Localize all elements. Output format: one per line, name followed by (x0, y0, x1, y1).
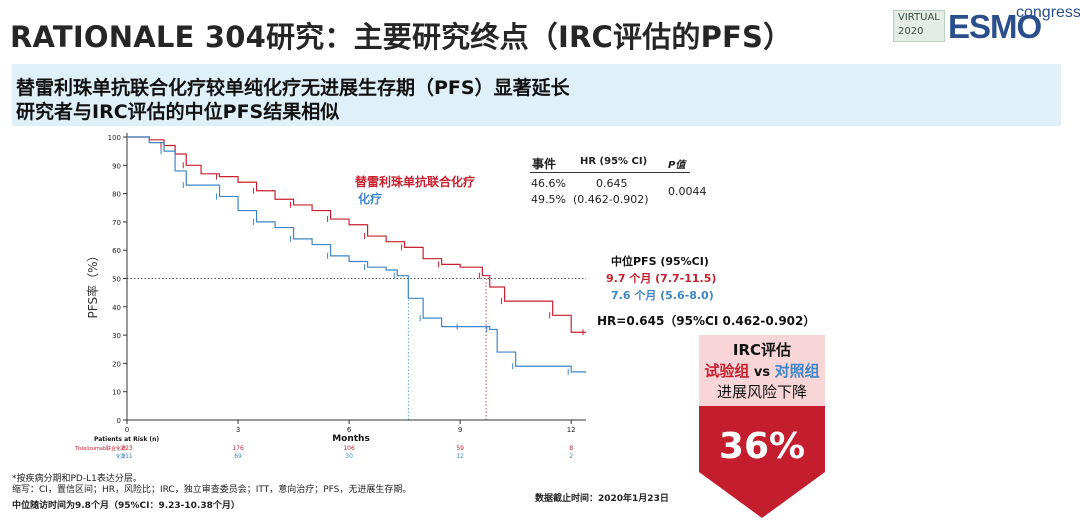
x-tick-label: 12 (567, 426, 576, 434)
irc-comparison: 试验组 vs 对照组 (699, 360, 825, 381)
y-tick-label: 60 (112, 247, 121, 255)
chart-curves (127, 136, 586, 375)
median-pfs-treatment: 9.7 个月 (7.7-11.5) (606, 272, 717, 285)
at-risk-value: 176 (232, 445, 244, 452)
followup-note: 中位随访时间为9.8个月（95%CI：9.23-10.38个月） (12, 501, 240, 511)
y-tick-label: 10 (112, 389, 121, 397)
irc-exp-group: 试验组 (704, 362, 750, 380)
x-tick-label: 0 (125, 426, 129, 434)
irc-ctrl-group: 对照组 (774, 362, 820, 380)
stats-ci: (0.462-0.902) (573, 193, 649, 206)
stats-hr: 0.645 (596, 177, 628, 190)
km-curve-treatment (127, 136, 586, 333)
y-tick-label: 40 (112, 304, 121, 312)
page-title: RATIONALE 304研究：主要研究终点（IRC评估的PFS） (10, 20, 793, 54)
footnote-1: *按疾病分期和PD-L1表达分层。 (12, 474, 142, 484)
at-risk-title: Patients at Risk (n) (94, 436, 159, 443)
stats-p: 0.0044 (668, 185, 707, 198)
logo-suffix: congress (1016, 4, 1080, 21)
at-risk-value: 12 (456, 453, 464, 460)
risk-reduction-arrow: 36% (699, 406, 825, 518)
legend-treatment: 替雷利珠单抗联合化疗 (355, 175, 476, 189)
y-tick-label: 100 (108, 134, 121, 142)
stats-col-hr: HR (95% CI) (580, 156, 648, 167)
logo-line2: 2020 (898, 26, 924, 37)
irc-subtitle: 进展风险下降 (716, 383, 807, 401)
x-tick-label: 3 (236, 426, 240, 434)
y-tick-label: 20 (112, 360, 121, 368)
stats-col-events: 事件 (532, 157, 557, 171)
at-risk-value: 223 (121, 445, 133, 452)
stats-events-control: 49.5% (531, 193, 566, 206)
virtual-badge: VIRTUAL 2020 (893, 10, 945, 42)
irc-title: IRC评估 (732, 341, 792, 359)
at-risk-value: 69 (234, 453, 242, 460)
y-tick-label: 70 (112, 219, 121, 227)
y-tick-label: 50 (112, 276, 121, 284)
subtitle-banner: 替雷利珠单抗联合化疗较单纯化疗无进展生存期（PFS）显著延长 研究者与IRC评估… (12, 64, 1061, 126)
at-risk-value: 59 (456, 445, 464, 452)
x-tick-label: 9 (458, 426, 462, 434)
y-tick-label: 0 (117, 417, 121, 425)
at-risk-label-treatment: Tislelizumab联合化疗 (74, 445, 126, 452)
logo-brand: ESMO (948, 8, 1042, 45)
stats-col-p: P值 (668, 160, 686, 171)
y-tick-label: 80 (112, 191, 121, 199)
at-risk-label-control: 化疗 (116, 453, 126, 460)
arrow-shape (699, 406, 825, 518)
chart-axes: 0 10 20 30 40 50 60 70 80 90 100 0 3 6 9 12 (108, 133, 586, 434)
x-tick-label: 6 (347, 426, 352, 434)
stats-divider (530, 172, 690, 173)
banner-line-2: 研究者与IRC评估的中位PFS结果相似 (16, 101, 340, 123)
median-pfs-control: 7.6 个月 (5.6-8.0) (611, 289, 714, 302)
footnote-2: 缩写：CI，置信区间；HR，风险比；IRC，独立审查委员会；ITT，意向治疗；P… (12, 485, 412, 495)
y-tick-label: 90 (112, 162, 121, 170)
stats-events-treatment: 46.6% (531, 177, 566, 190)
chart-grid (127, 278, 586, 420)
data-cutoff: 数据截止时间：2020年1月23日 (535, 494, 669, 504)
legend-control: 化疗 (358, 192, 383, 206)
logo-line1: VIRTUAL (898, 12, 940, 23)
at-risk-value: 8 (569, 445, 573, 452)
median-pfs-title: 中位PFS (95%CI) (611, 255, 709, 268)
km-curve-control (127, 136, 586, 373)
at-risk-value: 111 (121, 453, 133, 460)
at-risk-value: 106 (343, 445, 355, 452)
hr-summary: HR=0.645（95%CI 0.462-0.902） (597, 314, 816, 328)
esmo-logo: VIRTUAL 2020 ESMO congress (893, 4, 1080, 45)
at-risk-value: 30 (345, 453, 353, 460)
x-axis-label: Months (332, 434, 370, 444)
at-risk-value: 2 (569, 453, 573, 460)
risk-reduction-percent: 36% (719, 426, 805, 467)
at-risk-values: 223 176 106 59 8 111 69 30 12 2 (121, 445, 573, 460)
banner-line-1: 替雷利珠单抗联合化疗较单纯化疗无进展生存期（PFS）显著延长 (16, 77, 570, 99)
y-axis-label: PFS率（%） (85, 250, 100, 319)
irc-summary-box: IRC评估 试验组 vs 对照组 进展风险下降 (699, 335, 825, 406)
y-tick-label: 30 (112, 332, 121, 340)
irc-vs: vs (749, 365, 775, 380)
